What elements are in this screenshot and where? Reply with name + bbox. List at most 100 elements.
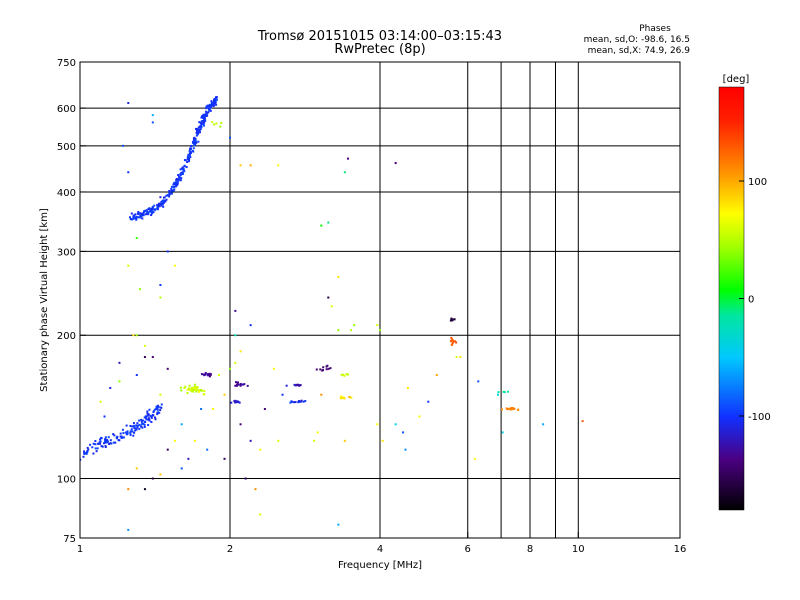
data-point — [181, 166, 184, 169]
data-point — [165, 194, 168, 197]
data-point — [157, 405, 160, 408]
data-point — [173, 264, 176, 267]
data-point — [121, 428, 124, 431]
data-point — [143, 423, 146, 426]
data-point — [249, 164, 252, 167]
data-point — [95, 450, 98, 453]
data-point — [104, 436, 107, 439]
data-point — [125, 433, 128, 436]
data-point — [80, 458, 82, 461]
data-point — [166, 367, 169, 370]
data-point — [138, 419, 141, 422]
data-point — [129, 431, 132, 434]
data-point — [135, 374, 138, 377]
x-tick-label: 10 — [572, 544, 585, 555]
x-axis-label: Frequency [MHz] — [338, 560, 422, 571]
y-tick-label: 400 — [57, 188, 76, 199]
data-point — [263, 407, 266, 410]
data-point — [213, 123, 216, 126]
data-point — [172, 183, 175, 186]
x-tick-label: 16 — [674, 544, 687, 555]
data-point — [215, 122, 218, 125]
chart-subtitle: RwPretec (8p) — [334, 42, 425, 57]
data-point — [120, 435, 123, 438]
data-point — [104, 440, 107, 442]
data-point — [204, 113, 207, 116]
data-point — [427, 400, 430, 403]
data-point — [138, 428, 141, 431]
y-tick-label: 100 — [57, 475, 76, 486]
data-point — [188, 384, 191, 387]
data-point — [171, 189, 174, 192]
data-point — [170, 185, 173, 188]
data-point — [127, 264, 130, 267]
data-point — [151, 207, 154, 210]
data-point — [178, 176, 181, 179]
data-point — [449, 319, 452, 322]
data-point — [249, 439, 252, 442]
data-point — [146, 418, 149, 421]
data-point — [209, 109, 212, 112]
data-point — [166, 194, 169, 197]
x-tick-label: 6 — [465, 544, 471, 555]
phase-stats-x: mean, sd,X: 74.9, 26.9 — [588, 46, 691, 56]
data-point — [183, 170, 186, 173]
data-point — [86, 451, 89, 454]
data-point — [143, 344, 146, 347]
data-point — [126, 432, 129, 435]
data-point — [188, 150, 191, 153]
data-point — [129, 424, 132, 427]
data-point — [190, 145, 193, 148]
data-point — [394, 162, 397, 165]
data-point — [212, 101, 215, 104]
data-point — [381, 439, 384, 442]
data-point — [321, 369, 324, 372]
data-point — [107, 436, 110, 439]
data-point — [241, 383, 244, 386]
data-point — [193, 144, 196, 147]
data-point — [203, 115, 206, 118]
data-point — [451, 341, 454, 344]
data-point — [236, 400, 239, 403]
data-point — [182, 168, 185, 171]
data-point — [192, 390, 195, 393]
data-point — [156, 413, 159, 416]
data-point — [176, 180, 179, 183]
data-point — [179, 168, 182, 171]
data-point — [249, 324, 252, 327]
data-point — [198, 131, 201, 134]
data-point — [147, 424, 150, 427]
data-point — [83, 452, 86, 455]
data-point — [132, 434, 135, 437]
data-point — [141, 217, 144, 220]
data-point — [455, 341, 458, 344]
data-point — [116, 435, 119, 438]
data-point — [209, 103, 212, 106]
data-point — [496, 393, 499, 396]
data-point — [376, 324, 379, 327]
data-point — [500, 408, 503, 411]
data-point — [203, 390, 206, 393]
data-point — [223, 393, 226, 396]
data-point — [193, 386, 196, 389]
data-point — [131, 430, 134, 433]
data-point — [213, 103, 216, 106]
data-point — [297, 401, 300, 404]
data-point — [353, 324, 356, 327]
data-point — [195, 129, 198, 132]
data-point — [122, 144, 125, 147]
data-point — [170, 192, 173, 195]
data-point — [200, 407, 203, 410]
data-point — [195, 140, 198, 143]
data-point — [91, 446, 94, 449]
data-point — [206, 448, 209, 451]
data-point — [152, 205, 155, 208]
data-point — [127, 102, 130, 105]
data-point — [192, 141, 195, 144]
data-point — [148, 408, 151, 411]
data-point — [497, 391, 500, 394]
data-point — [202, 121, 205, 124]
data-point — [150, 421, 153, 424]
data-point — [135, 215, 138, 218]
data-point — [215, 98, 218, 101]
